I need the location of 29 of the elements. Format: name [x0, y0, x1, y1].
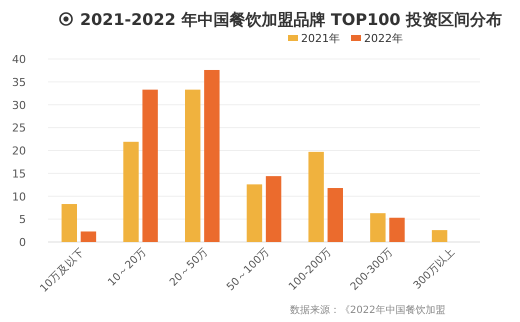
bar — [142, 90, 158, 242]
bar — [62, 204, 78, 242]
y-tick-label: 40 — [12, 53, 26, 66]
x-tick-label: 10～20万 — [106, 246, 149, 289]
bar — [123, 142, 139, 242]
y-tick-label: 25 — [12, 122, 26, 135]
bar — [389, 218, 405, 242]
bar — [432, 230, 448, 242]
bar — [266, 176, 282, 242]
bar — [80, 231, 96, 242]
y-tick-label: 30 — [12, 98, 26, 112]
y-tick-label: 20 — [12, 144, 26, 158]
bar — [246, 184, 262, 242]
bar — [328, 188, 343, 242]
bar — [185, 90, 200, 242]
y-tick-label: 15 — [12, 167, 26, 180]
y-tick-label: 0 — [19, 236, 26, 249]
x-tick-label: 20～50万 — [167, 246, 210, 289]
legend-label: 2022年 — [364, 32, 403, 45]
bar — [370, 213, 386, 242]
y-tick-label: 10 — [12, 190, 26, 204]
bar — [308, 152, 324, 242]
bar — [204, 70, 220, 242]
legend-label: 2021年 — [301, 32, 340, 45]
x-tick-label: 10万及以下 — [37, 244, 87, 295]
y-tick-label: 35 — [12, 76, 26, 89]
source-note: 数据来源：《2022年中国餐饮加盟 — [290, 304, 446, 316]
y-tick-label: 5 — [19, 213, 26, 226]
chart-title: 2021-2022 年中国餐饮加盟品牌 TOP100 投资区间分布 — [80, 10, 502, 29]
